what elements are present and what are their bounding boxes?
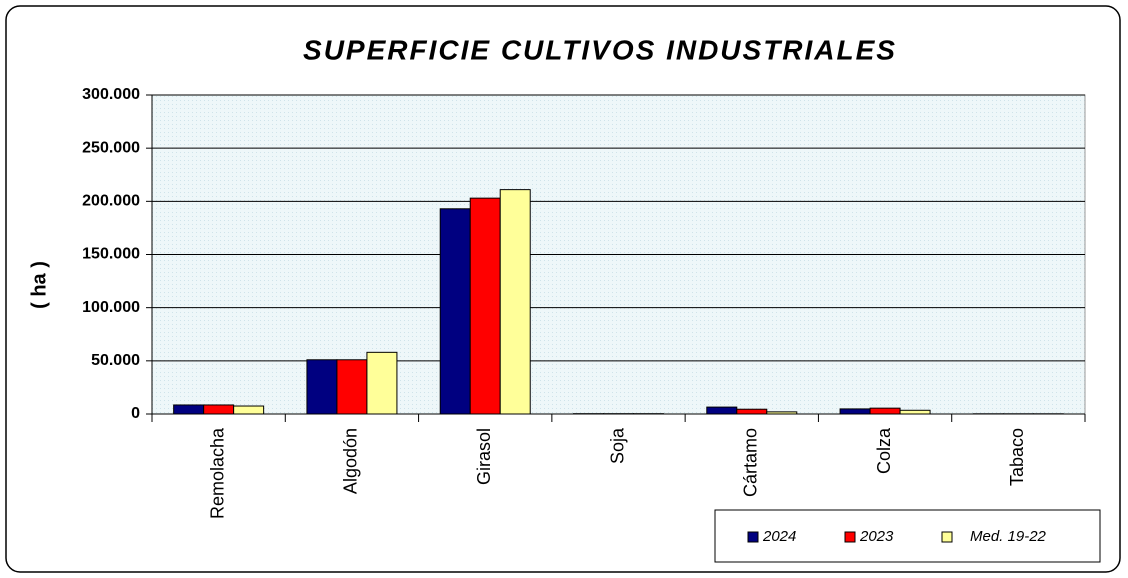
bar <box>736 408 768 415</box>
bar <box>706 406 738 415</box>
y-axis-label: ( ha ) <box>28 261 50 309</box>
y-tick-label: 50.000 <box>91 352 140 369</box>
legend <box>714 509 1101 563</box>
y-tick-label: 200.000 <box>82 193 140 210</box>
bar <box>899 409 931 415</box>
x-tick-label: Girasol <box>474 428 494 485</box>
y-tick-label: 250.000 <box>82 139 140 156</box>
bar <box>336 359 368 415</box>
legend-marker <box>844 531 856 543</box>
bar <box>203 404 235 415</box>
bar <box>469 197 501 415</box>
bar <box>439 208 471 415</box>
x-tick-label: Soja <box>607 427 627 464</box>
bar <box>839 408 871 415</box>
legend-label: 2023 <box>859 528 894 545</box>
y-tick-label: 150.000 <box>82 246 140 263</box>
x-tick-label: Algodón <box>341 428 361 494</box>
legend-marker <box>941 531 953 543</box>
x-tick-label: Remolacha <box>207 427 227 519</box>
y-tick-label: 0 <box>131 405 140 422</box>
chart-title: SUPERFICIE CULTIVOS INDUSTRIALES <box>303 34 897 65</box>
x-tick-label: Cártamo <box>741 428 761 497</box>
x-tick-label: Tabaco <box>1007 428 1027 486</box>
bar <box>366 351 398 415</box>
legend-marker <box>747 531 759 543</box>
bar <box>869 407 901 415</box>
legend-label: Med. 19-22 <box>970 528 1047 545</box>
bar <box>499 189 531 415</box>
y-tick-label: 100.000 <box>82 299 140 316</box>
x-tick-label: Colza <box>874 427 894 474</box>
legend-label: 2024 <box>762 528 796 545</box>
bar <box>173 404 205 415</box>
bar <box>233 405 265 415</box>
bar <box>306 359 338 415</box>
y-tick-label: 300.000 <box>82 86 140 103</box>
